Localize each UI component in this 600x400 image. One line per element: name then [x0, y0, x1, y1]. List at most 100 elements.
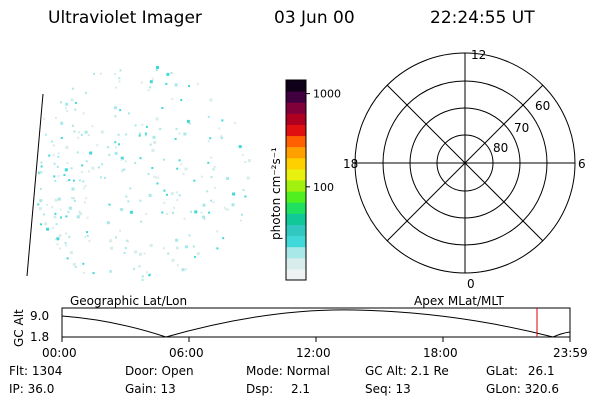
emission-pixel: [66, 162, 69, 165]
colorbar-block: [286, 235, 306, 248]
emission-pixel: [241, 213, 243, 216]
emission-pixel: [77, 136, 80, 139]
info-gcalt-value: 2.1 Re: [410, 364, 449, 378]
emission-pixel: [156, 66, 159, 69]
info-mode: Mode: Normal: [246, 364, 330, 378]
emission-pixel: [67, 211, 70, 214]
emission-pixel: [196, 82, 199, 85]
emission-pixel: [113, 106, 117, 110]
colorbar-block: [286, 80, 306, 92]
emission-pixel: [180, 163, 183, 166]
emission-pixel: [153, 140, 157, 144]
emission-pixel: [46, 203, 49, 206]
emission-pixel: [175, 246, 179, 250]
emission-pixel: [183, 217, 186, 220]
timeline-xtick-1200: 12:00: [296, 346, 331, 360]
mlt-label-18: 18: [343, 157, 358, 171]
emission-pixel: [238, 145, 242, 149]
colorbar-block: [286, 91, 306, 103]
emission-pixel: [83, 201, 86, 204]
emission-pixel: [65, 244, 67, 247]
emission-pixel: [65, 102, 69, 106]
colorbar-block: [286, 124, 306, 137]
emission-pixel: [39, 187, 42, 190]
time-label: 22:24:55 UT: [430, 8, 535, 28]
colorbar: 1000 100 photon cm⁻²s⁻¹: [269, 79, 341, 281]
emission-pixel: [99, 176, 102, 179]
emission-pixel: [83, 272, 86, 275]
emission-pixel: [84, 236, 87, 239]
emission-pixel: [172, 211, 174, 214]
emission-pixel: [213, 166, 216, 168]
colorbar-block: [286, 157, 306, 170]
colorbar-block: [286, 146, 306, 159]
info-ip-value: 36.0: [27, 382, 55, 396]
emission-pixel: [57, 152, 60, 155]
emission-pixel: [54, 212, 57, 215]
emission-pixel: [63, 174, 66, 176]
emission-pixel: [59, 208, 62, 211]
info-glat: GLat: 26.1: [486, 364, 555, 378]
emission-pixel: [69, 251, 73, 254]
emission-pixel: [183, 132, 187, 136]
emission-pixel: [44, 133, 47, 136]
emission-pixel: [221, 119, 224, 122]
emission-pixel: [167, 252, 170, 255]
emission-pixel: [221, 137, 224, 140]
emission-pixel: [156, 182, 159, 185]
emission-pixel: [202, 203, 206, 207]
emission-pixel: [103, 176, 106, 179]
colorbar-block: [286, 168, 306, 181]
colorbar-scale: [286, 80, 306, 281]
emission-pixel: [246, 176, 250, 180]
emission-pixel: [109, 270, 112, 273]
colorbar-tick-label: 100: [313, 181, 334, 194]
emission-pixel: [190, 210, 193, 213]
emission-pixel: [185, 268, 188, 271]
emission-pixel: [157, 176, 160, 179]
info-gain-label: Gain:: [125, 382, 157, 396]
emission-pixel: [70, 98, 74, 102]
timeline-y-axis-label: GC Alt: [12, 309, 26, 347]
timeline-xtick-1800: 18:00: [423, 346, 458, 360]
info-glon-value: 320.6: [524, 382, 559, 396]
emission-pixel: [225, 208, 228, 211]
emission-pixel: [124, 247, 127, 250]
emission-pixel: [70, 167, 73, 170]
emission-pixel: [161, 211, 164, 214]
colorbar-block: [286, 224, 306, 237]
info-flt-value: 1304: [31, 364, 63, 378]
emission-pixel: [148, 274, 151, 277]
emission-pixel: [134, 124, 137, 127]
emission-pixel: [114, 86, 117, 89]
emission-pixel: [65, 146, 69, 149]
info-gain-value: 13: [160, 382, 176, 396]
emission-pixel: [38, 172, 41, 175]
emission-pixel: [175, 127, 178, 130]
emission-pixel: [39, 199, 43, 203]
timeline-ytick-1.8: 1.8: [30, 330, 49, 344]
emission-pixel: [40, 171, 43, 174]
emission-pixel: [54, 198, 58, 202]
emission-pixel: [208, 211, 211, 214]
emission-pixel: [121, 169, 124, 172]
emission-pixel: [141, 275, 144, 278]
mlt-label-12: 12: [471, 48, 486, 62]
info-dsp-value: 2.1: [290, 382, 311, 396]
emission-pixel: [141, 123, 144, 126]
timeline-ytick-9: 9.0: [30, 309, 49, 323]
emission-pixel: [88, 170, 90, 173]
emission-pixel: [200, 211, 203, 214]
emission-pixel: [78, 179, 81, 182]
emission-pixel: [89, 151, 93, 155]
auroral-emission-speckles: [37, 66, 251, 281]
emission-pixel: [165, 213, 168, 216]
emission-pixel: [188, 234, 191, 237]
info-door: Door: Open: [125, 364, 194, 378]
emission-pixel: [114, 73, 116, 76]
emission-pixel: [50, 140, 53, 143]
emission-pixel: [65, 232, 68, 235]
emission-pixel: [178, 194, 181, 197]
emission-pixel: [51, 206, 54, 208]
emission-pixel: [80, 171, 83, 174]
